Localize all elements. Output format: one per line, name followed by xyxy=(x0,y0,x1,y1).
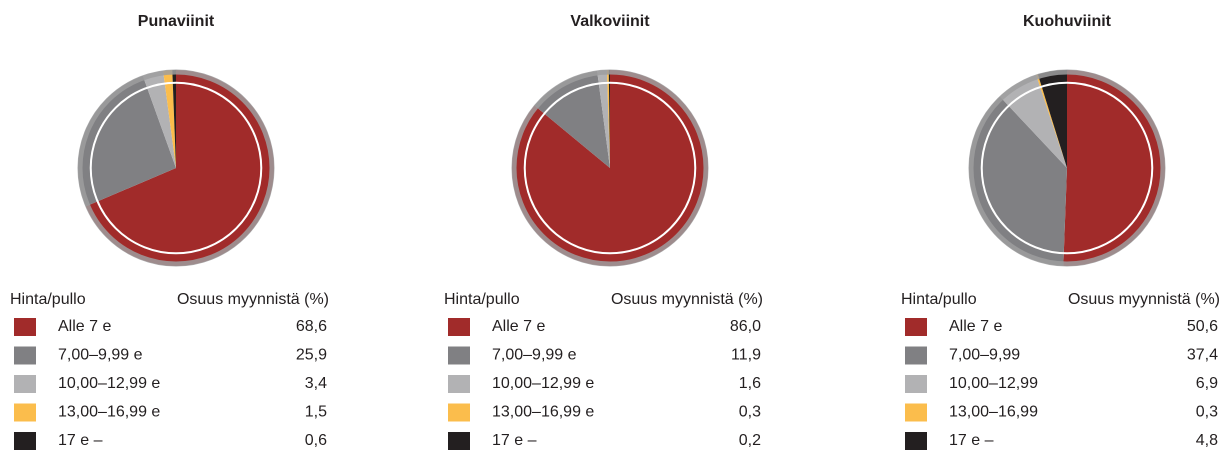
chart-title: Valkoviinit xyxy=(570,13,650,30)
value-label: 0,3 xyxy=(1196,404,1218,421)
legend-label: 7,00–9,99 xyxy=(949,347,1020,364)
legend-label: 17 e – xyxy=(492,432,537,449)
legend-swatch xyxy=(905,318,927,336)
pie-slice xyxy=(606,70,610,168)
legend-header: Hinta/pullo xyxy=(10,291,86,308)
legend-label: 7,00–9,99 e xyxy=(492,347,577,364)
pie-outer-ring xyxy=(511,69,709,267)
pie-slice xyxy=(172,70,176,168)
legend-swatch xyxy=(14,432,36,450)
value-header: Osuus myynnistä (%) xyxy=(1068,291,1220,308)
pie-slice xyxy=(1063,70,1165,266)
legend-label: Alle 7 e xyxy=(949,318,1002,335)
pie-slice xyxy=(534,70,610,168)
legend-swatch xyxy=(448,346,470,365)
pie-outer-ring xyxy=(968,69,1166,267)
value-label: 1,5 xyxy=(305,404,327,421)
value-label: 11,9 xyxy=(731,347,761,364)
value-label: 1,6 xyxy=(739,375,761,392)
pie-slice xyxy=(968,96,1067,266)
pie-slice xyxy=(163,70,176,168)
pie-inner-ring xyxy=(89,81,263,255)
legend-label: Alle 7 e xyxy=(58,318,111,335)
value-label: 86,0 xyxy=(730,318,761,335)
legend-swatch xyxy=(905,403,927,422)
legend-header: Hinta/pullo xyxy=(901,291,977,308)
legend-swatch xyxy=(448,403,470,422)
legend-label: 13,00–16,99 e xyxy=(58,404,160,421)
legend-label: 10,00–12,99 e xyxy=(492,375,594,392)
value-label: 50,6 xyxy=(1187,318,1218,335)
pie-inner-ring xyxy=(523,81,697,255)
legend-swatch xyxy=(14,403,36,422)
legend-swatch xyxy=(448,375,470,393)
pie-slice xyxy=(608,70,610,168)
legend-swatch xyxy=(448,432,470,450)
legend-label: 7,00–9,99 e xyxy=(58,347,143,364)
legend-swatch xyxy=(14,375,36,393)
value-header: Osuus myynnistä (%) xyxy=(177,291,329,308)
pie-outer-ring xyxy=(77,69,275,267)
legend-label: 17 e – xyxy=(949,432,994,449)
pie-slice xyxy=(142,70,176,168)
value-label: 68,6 xyxy=(296,318,327,335)
legend-header: Hinta/pullo xyxy=(444,291,520,308)
legend-swatch xyxy=(905,346,927,365)
value-label: 0,2 xyxy=(739,432,761,449)
pie-slice xyxy=(85,70,274,266)
legend-swatch xyxy=(905,432,927,450)
value-label: 0,6 xyxy=(305,432,327,449)
legend-swatch xyxy=(905,375,927,393)
pie-slice xyxy=(1037,70,1067,168)
pie-slice xyxy=(597,70,610,168)
legend-label: Alle 7 e xyxy=(492,318,545,335)
value-label: 0,3 xyxy=(739,404,761,421)
value-label: 6,9 xyxy=(1196,375,1218,392)
legend-label: 10,00–12,99 e xyxy=(58,375,160,392)
chart-title: Kuohuviinit xyxy=(1023,13,1112,30)
value-label: 37,4 xyxy=(1187,347,1218,364)
value-label: 3,4 xyxy=(305,375,327,392)
legend-label: 10,00–12,99 xyxy=(949,375,1038,392)
pie-slice xyxy=(511,70,708,266)
legend-swatch xyxy=(448,318,470,336)
pie-slice xyxy=(1036,74,1067,168)
legend-label: 13,00–16,99 e xyxy=(492,404,594,421)
legend-label: 17 e – xyxy=(58,432,103,449)
pie-inner-ring xyxy=(980,81,1154,255)
value-header: Osuus myynnistä (%) xyxy=(611,291,763,308)
legend-swatch xyxy=(14,318,36,336)
value-label: 4,8 xyxy=(1196,432,1218,449)
value-label: 25,9 xyxy=(296,347,327,364)
legend-swatch xyxy=(14,346,36,365)
legend-label: 13,00–16,99 xyxy=(949,404,1038,421)
chart-title: Punaviinit xyxy=(138,13,215,30)
